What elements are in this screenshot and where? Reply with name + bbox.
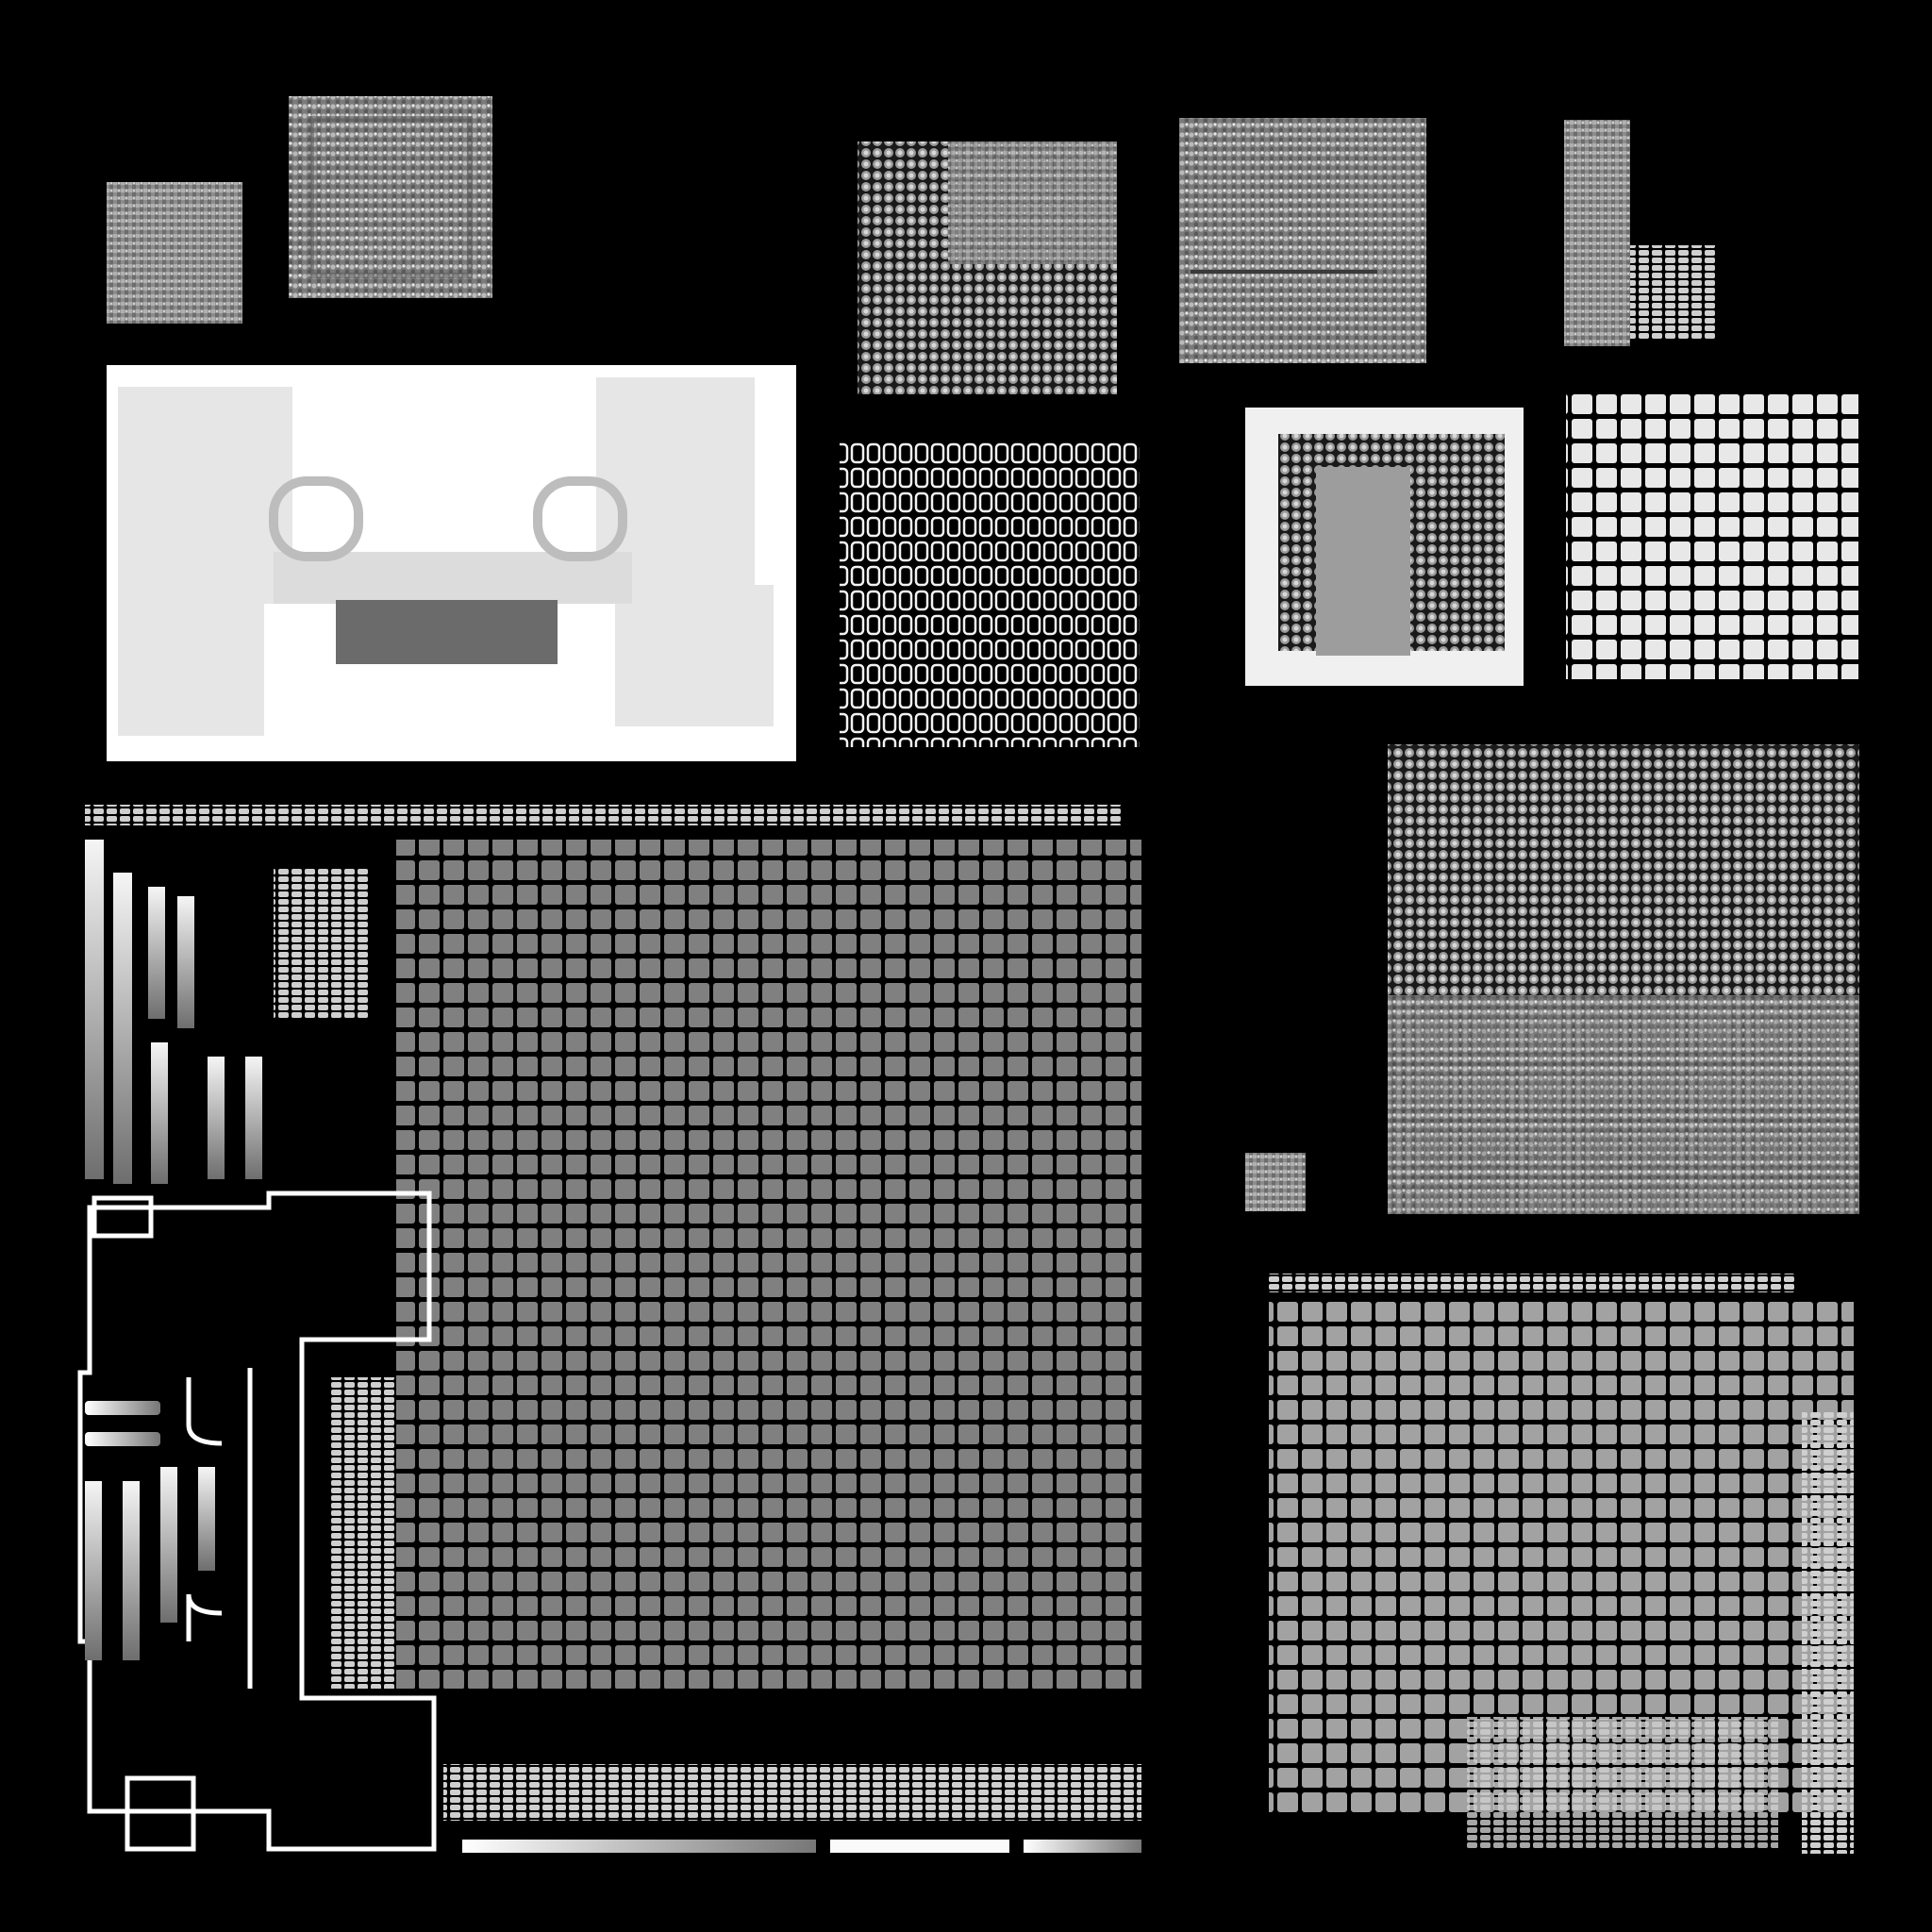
- uv-island-noisy-4: [1179, 118, 1426, 363]
- uv-island-fragments-left: [85, 805, 1141, 1853]
- floorplan-outline-fill-strips: [85, 1377, 396, 1689]
- uv-island-room: [1245, 408, 1524, 686]
- uv-island-small-2: [289, 96, 492, 298]
- uv-island-cell-grid: [840, 440, 1140, 747]
- uv-island-small-1: [107, 182, 242, 324]
- uv-island-dotted-large: [1388, 744, 1859, 1214]
- uv-island-vertical-strip: [1564, 120, 1715, 346]
- uv-island-fragments-right: [1269, 1274, 1854, 1854]
- floorplan-lightmap: [107, 365, 796, 761]
- uv-island-tile-grid: [1566, 394, 1858, 679]
- uv-island-noisy-3: [858, 142, 1117, 394]
- floorplan-outline: [77, 1191, 437, 1852]
- uv-island-tiny: [1245, 1153, 1306, 1211]
